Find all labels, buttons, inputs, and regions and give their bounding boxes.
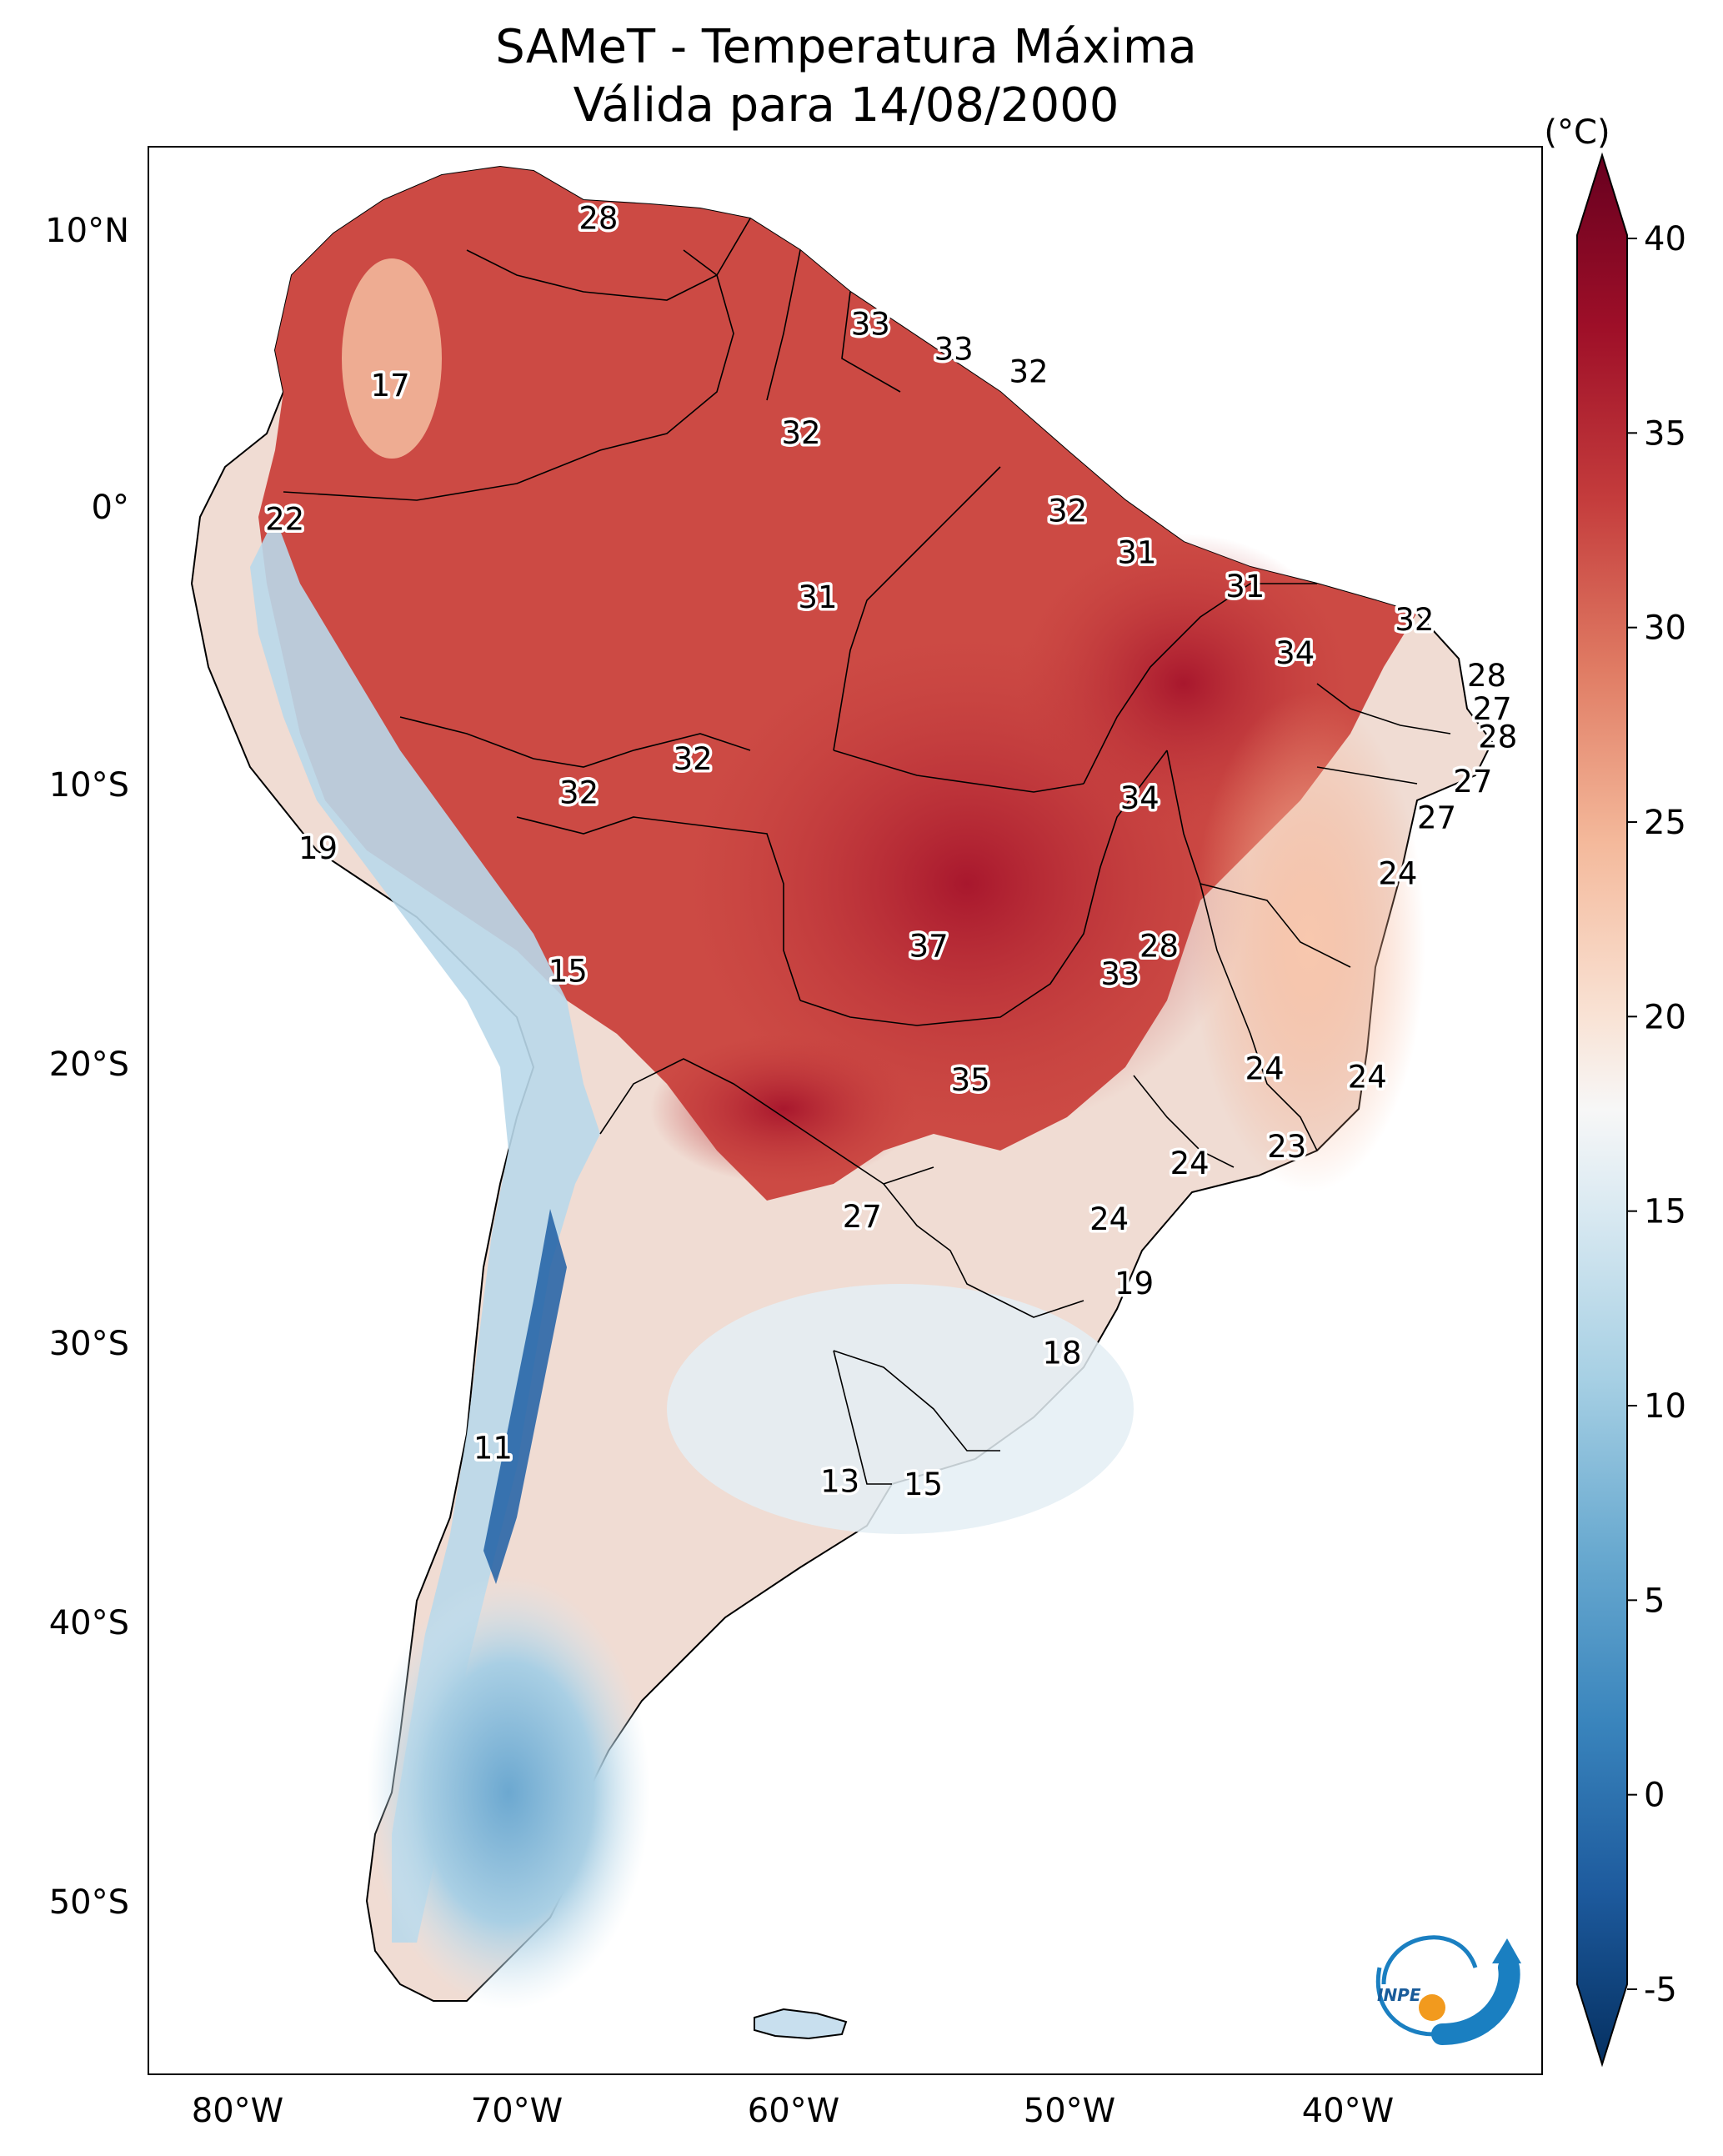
temperature-label: 34 — [1120, 780, 1160, 816]
temperature-label: 31 — [1117, 535, 1156, 571]
lat-tick-0: 0° — [92, 489, 129, 527]
temperature-label: 31 — [1225, 569, 1265, 604]
uruguay-cool — [667, 1284, 1134, 1534]
temperature-label: 27 — [843, 1199, 882, 1235]
lat-tick-40s: 40°S — [49, 1604, 129, 1642]
temperature-label: 24 — [1089, 1201, 1129, 1237]
colorbar-tick-label: 5 — [1644, 1582, 1665, 1620]
temperature-label: 23 — [1267, 1129, 1306, 1165]
temperature-label: 19 — [1114, 1266, 1154, 1301]
temperature-label: 32 — [1395, 602, 1434, 638]
colorbar-tick-label: 30 — [1644, 609, 1686, 648]
temperature-label: 32 — [559, 775, 599, 810]
temperature-label: 32 — [781, 415, 820, 451]
temperature-label: 22 — [265, 502, 304, 538]
lon-tick-60w: 60°W — [748, 2092, 839, 2130]
temperature-label: 28 — [1139, 928, 1179, 964]
temperature-label: 34 — [1275, 635, 1315, 671]
colombia-highlands — [342, 258, 442, 459]
temperature-label: 33 — [851, 306, 890, 342]
colorbar-unit: (°C) — [1544, 113, 1610, 152]
temperature-label: 32 — [1009, 353, 1049, 389]
temperature-label: 11 — [473, 1430, 513, 1466]
temperature-label: 19 — [298, 830, 338, 866]
hot-core-chaco — [650, 1034, 917, 1184]
warm-east-coast — [1192, 692, 1425, 1192]
longitude-axis: 80°W 70°W 60°W 50°W 40°W — [192, 2092, 1394, 2130]
lon-tick-50w: 50°W — [1024, 2092, 1115, 2130]
colorbar-body — [1576, 152, 1628, 2068]
temperature-label: 32 — [674, 741, 713, 777]
lon-tick-80w: 80°W — [192, 2092, 283, 2130]
temperature-label: 27 — [1453, 764, 1492, 800]
inpe-logo: INPE — [1375, 1935, 1521, 2045]
colorbar-tick-label: 10 — [1644, 1387, 1686, 1426]
country-borders — [283, 218, 1451, 1485]
colorbar: (°C) 40 35 30 25 20 15 10 5 0 -5 — [1544, 113, 1686, 2068]
colorbar-ticks: 40 35 30 25 20 15 10 5 0 -5 — [1627, 220, 1686, 2009]
temperature-label: 24 — [1245, 1051, 1285, 1087]
lon-tick-70w: 70°W — [471, 2092, 563, 2130]
map-subtitle: Válida para 14/08/2000 — [573, 78, 1119, 133]
falkland-islands — [754, 2008, 848, 2040]
lat-tick-10s: 10°S — [49, 766, 129, 805]
temperature-label: 24 — [1348, 1060, 1387, 1096]
temperature-label: 28 — [579, 200, 618, 236]
colorbar-tick-label: 40 — [1644, 220, 1686, 258]
lat-tick-30s: 30°S — [49, 1325, 129, 1363]
temperature-label: 13 — [820, 1464, 859, 1500]
temperature-label: 28 — [1478, 719, 1517, 755]
colorbar-tick-label: -5 — [1644, 1971, 1677, 2009]
temperature-label: 32 — [1048, 494, 1087, 529]
patagonia-cold — [367, 1576, 650, 2009]
temperature-label: 33 — [1100, 956, 1139, 992]
lat-tick-50s: 50°S — [49, 1883, 129, 1922]
colorbar-tick-label: 35 — [1644, 414, 1686, 453]
lon-tick-40w: 40°W — [1302, 2092, 1394, 2130]
svg-text:INPE: INPE — [1377, 1985, 1421, 2005]
andes-deep-cold — [483, 1209, 567, 1584]
temperature-label: 33 — [934, 331, 974, 367]
map-area — [190, 165, 1494, 2040]
temperature-label: 27 — [1473, 691, 1512, 727]
temperature-label: 31 — [798, 579, 837, 615]
temperature-label: 18 — [1042, 1336, 1081, 1371]
temperature-label: 35 — [951, 1062, 990, 1098]
temperature-label: 37 — [909, 928, 949, 964]
lat-tick-20s: 20°S — [49, 1045, 129, 1084]
lat-tick-10n: 10°N — [45, 212, 129, 250]
temperature-label: 28 — [1467, 658, 1506, 694]
colorbar-tick-label: 25 — [1644, 804, 1686, 842]
temperature-label: 27 — [1417, 800, 1456, 835]
temperature-label: 15 — [904, 1467, 943, 1502]
map-title: SAMeT - Temperatura Máxima — [495, 20, 1197, 74]
colorbar-tick-label: 20 — [1644, 998, 1686, 1036]
latitude-axis: 10°N 0° 10°S 20°S 30°S 40°S 50°S — [45, 212, 129, 1922]
colorbar-tick-label: 15 — [1644, 1193, 1686, 1231]
temperature-label: 15 — [548, 953, 588, 989]
temperature-label: 17 — [371, 368, 410, 404]
temperature-label: 24 — [1378, 855, 1417, 891]
colorbar-tick-label: 0 — [1644, 1777, 1665, 1815]
map-frame — [148, 146, 1543, 2075]
temperature-label: 24 — [1170, 1146, 1210, 1181]
